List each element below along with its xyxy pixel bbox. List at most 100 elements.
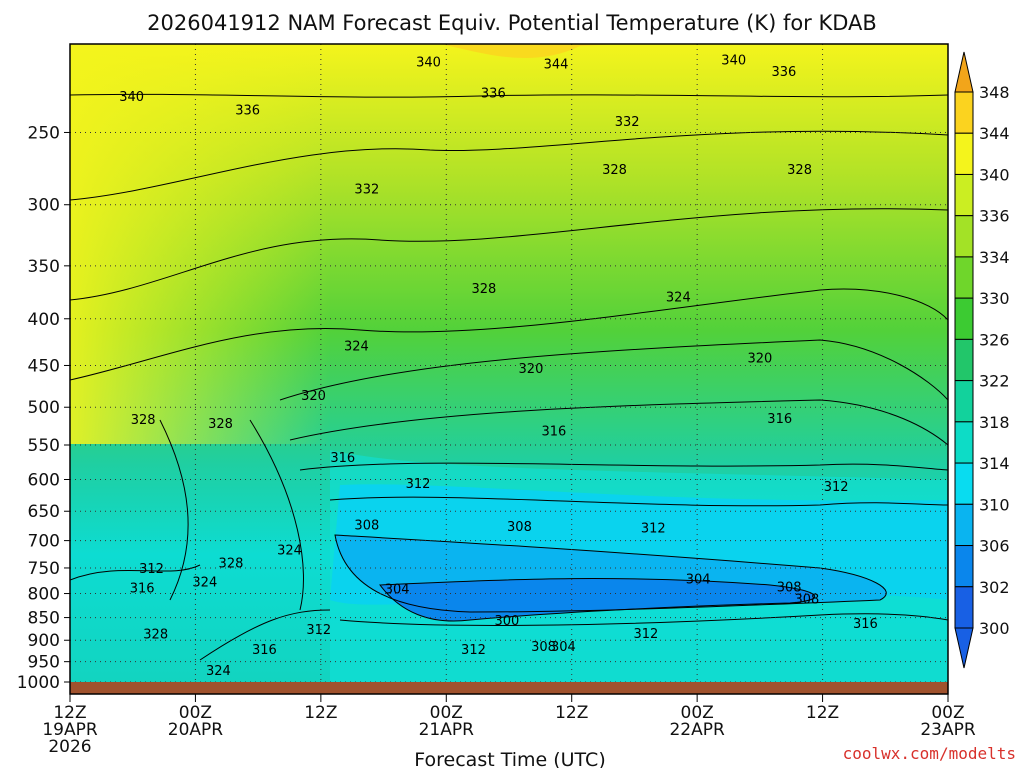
y-tick-label: 800	[28, 585, 60, 605]
contour-label: 336	[481, 86, 506, 101]
colorbar-segment	[954, 545, 974, 588]
x-tick-label: 12Z	[806, 703, 839, 723]
contour-line	[70, 130, 948, 201]
contour-label: 312	[406, 477, 431, 492]
x-axis-label: Forecast Time (UTC)	[414, 749, 605, 768]
colorbar: 348 344 340 336 334 330 326 322 318 314 310 306 302 3…	[954, 51, 1010, 669]
coldest-layer-region	[380, 578, 815, 622]
y-axis: 2503003504004505005506006507007508008509…	[17, 123, 70, 693]
y-tick-label: 550	[28, 436, 60, 456]
contour-line	[299, 462, 948, 471]
contour-line	[329, 496, 948, 507]
contour-label: 344	[544, 57, 569, 72]
contour-label: 320	[301, 389, 326, 404]
y-tick-label: 700	[28, 532, 60, 552]
y-tick-label: 600	[28, 471, 60, 491]
contour-label: 300	[494, 614, 519, 629]
contour-line	[70, 208, 948, 301]
contour-line	[339, 613, 948, 626]
x-tick-label: 21APR	[419, 720, 475, 740]
credit-text: coolwx.com/modelts	[843, 744, 1016, 763]
contour-label: 328	[602, 163, 627, 178]
contour-line	[70, 564, 201, 581]
contour-label: 316	[252, 643, 277, 658]
contour-label: 324	[206, 664, 231, 679]
contour-label: 324	[192, 575, 217, 590]
colorbar-label: 340	[979, 165, 1010, 184]
colorbar-top-arrow	[954, 51, 974, 93]
contour-label: 340	[416, 55, 441, 70]
x-tick-label: 00Z	[681, 703, 714, 723]
colorbar-label: 336	[979, 207, 1010, 226]
contour-label: 312	[306, 623, 331, 638]
colorbar-segment	[954, 297, 974, 340]
y-tick-label: 450	[28, 356, 60, 376]
colorbar-segment	[954, 132, 974, 175]
contour-label: 312	[641, 521, 666, 536]
contour-label: 304	[551, 640, 576, 655]
contour-line	[159, 419, 189, 601]
colorbar-label: 300	[979, 619, 1010, 638]
y-tick-label: 850	[28, 609, 60, 629]
colorbar-segment	[954, 256, 974, 299]
colorbar-segment	[954, 215, 974, 258]
colorbar-bottom-arrow	[954, 627, 974, 669]
x-tick-label: 00Z	[430, 703, 463, 723]
contour-label: 312	[139, 562, 164, 577]
colorbar-label: 302	[979, 578, 1010, 597]
contour-label: 328	[131, 413, 156, 428]
x-tick-label: 00Z	[179, 703, 212, 723]
colorbar-label: 322	[979, 372, 1010, 391]
top-warm-region	[440, 44, 620, 59]
y-tick-label: 250	[28, 123, 60, 143]
x-tick-label: 22APR	[669, 720, 725, 740]
contour-label: 316	[542, 424, 567, 439]
y-tick-label: 750	[28, 559, 60, 579]
colorbar-label: 310	[979, 495, 1010, 514]
contour-label: 336	[771, 65, 796, 80]
colorbar-label: 330	[979, 289, 1010, 308]
contour-line	[279, 339, 948, 401]
plot-frame	[69, 43, 949, 695]
contour-label: 328	[143, 628, 168, 643]
x-tick-label: 12Z	[555, 703, 588, 723]
contour-label: 328	[472, 282, 497, 297]
contour-label: 340	[119, 90, 144, 105]
contour-label: 316	[330, 451, 355, 466]
contour-label: 308	[777, 581, 802, 596]
contour-label: 320	[747, 351, 772, 366]
x-tick-label: 19APR	[42, 720, 98, 740]
ground-strip	[70, 682, 948, 694]
x-tick-label: 12Z	[53, 703, 86, 723]
y-tick-label: 350	[28, 257, 60, 277]
colorbar-segment	[954, 380, 974, 423]
y-tick-label: 900	[28, 631, 60, 651]
colorbar-label: 326	[979, 330, 1010, 349]
contour-label: 328	[787, 163, 812, 178]
y-tick-label: 1000	[17, 673, 60, 693]
y-tick-label: 650	[28, 502, 60, 522]
colorbar-segment	[954, 503, 974, 547]
contour-label: 332	[615, 115, 640, 130]
x-tick-label: 00Z	[931, 703, 964, 723]
colorbar-label: 334	[979, 248, 1010, 267]
contour-label: 340	[721, 54, 746, 69]
contour-label: 304	[686, 572, 711, 587]
contour-label: 308	[507, 520, 532, 535]
x-tick-label: 20APR	[168, 720, 224, 740]
contour-label: 316	[767, 412, 792, 427]
colorbar-segment	[954, 462, 974, 505]
contour-label: 304	[385, 583, 410, 598]
y-tick-label: 500	[28, 398, 60, 418]
contour-line	[334, 534, 887, 613]
colorbar-segment	[954, 173, 974, 217]
contour-line	[70, 93, 948, 98]
colorbar-segment	[954, 586, 974, 629]
contour-label: 308	[794, 592, 819, 607]
colorbar-label: 318	[979, 413, 1010, 432]
contour-label: 332	[354, 183, 379, 198]
